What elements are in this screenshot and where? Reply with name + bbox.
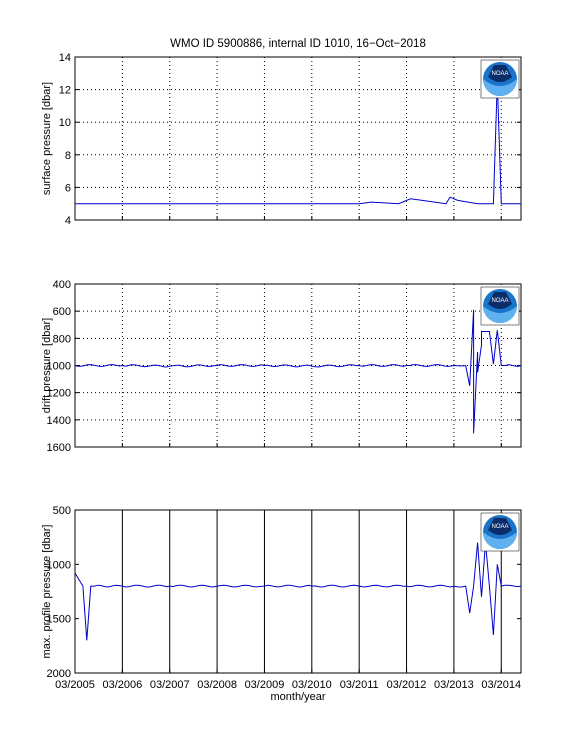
x-tick-label: 03/2008 (197, 679, 237, 691)
y-tick-label: 1400 (47, 415, 71, 427)
x-tick-label: 03/2010 (292, 679, 332, 691)
y-tick-label: 4 (65, 215, 71, 227)
noaa-logo-text: NOAA (491, 71, 508, 77)
x-tick-label: 03/2007 (150, 679, 190, 691)
noaa-logo: NOAA (480, 512, 520, 552)
drift-pressure-panel: 400 600 800 1000 1200 1400 1600 drift pressure … (41, 279, 522, 454)
y-axis-label: drift pressure [dbar] (41, 318, 53, 413)
noaa-logo: NOAA (480, 59, 520, 99)
data-series-line (74, 309, 522, 434)
x-tick-label: 03/2005 (55, 679, 95, 691)
y-tick-label: 1000 (47, 361, 71, 373)
y-tick-label: 10 (59, 117, 71, 129)
noaa-logo: NOAA (480, 286, 520, 326)
x-tick-label: 03/2011 (340, 679, 379, 691)
y-tick-label: 1600 (47, 442, 71, 454)
y-tick-label: 400 (53, 279, 71, 291)
noaa-logo-text: NOAA (491, 524, 508, 530)
data-series-line (74, 542, 522, 641)
surface-pressure-panel: 4 6 8 10 12 14 surface pressure [dbar] NOAA (41, 52, 522, 227)
y-tick-label: 12 (59, 85, 71, 97)
x-axis-label: month/year (270, 691, 325, 703)
chart-title: WMO ID 5900886, internal ID 1010, 16−Oct… (170, 38, 426, 50)
x-tick-label: 03/2014 (481, 679, 521, 691)
y-tick-label: 14 (59, 52, 71, 64)
y-tick-label: 2000 (47, 668, 71, 680)
plot-frame (74, 56, 522, 221)
x-tick-label: 03/2006 (102, 679, 142, 691)
y-tick-label: 500 (53, 505, 71, 517)
data-series-line (75, 81, 521, 205)
y-tick-label: 600 (53, 306, 71, 318)
x-tick-label: 03/2013 (434, 679, 474, 691)
y-tick-label: 1200 (47, 388, 71, 400)
x-tick-label: 03/2009 (245, 679, 285, 691)
x-tick-label: 03/2012 (387, 679, 427, 691)
y-axis-label: surface pressure [dbar] (41, 82, 53, 195)
y-tick-label: 800 (53, 333, 71, 345)
y-tick-label: 1500 (47, 614, 71, 626)
max-profile-pressure-panel: 500 1000 1500 2000 max. profile pressure [db… (41, 505, 522, 680)
noaa-logo-text: NOAA (491, 298, 508, 304)
y-axis-label: max. profile pressure [dbar] (41, 525, 53, 659)
y-tick-label: 1000 (47, 559, 71, 571)
y-tick-label: 8 (65, 150, 71, 162)
y-tick-label: 6 (65, 182, 71, 194)
